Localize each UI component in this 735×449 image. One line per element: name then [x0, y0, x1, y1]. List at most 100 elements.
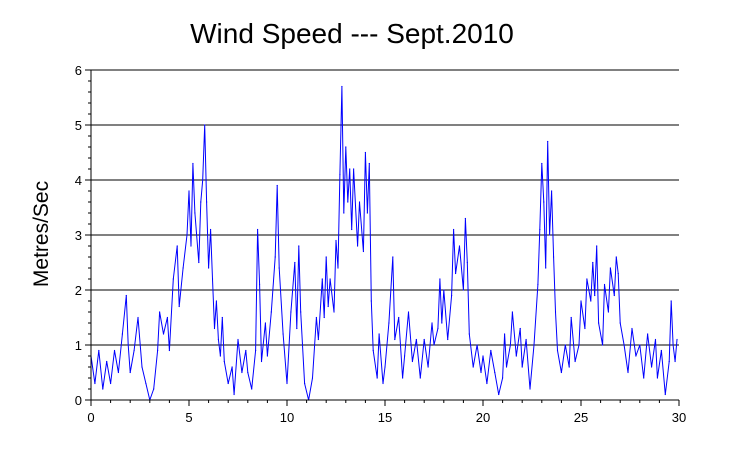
data-point — [560, 371, 563, 374]
data-point — [498, 393, 500, 396]
data-point — [623, 344, 625, 346]
tick-labels: 0 1 2 3 4 5 6 0 5 10 15 20 25 30 — [75, 63, 686, 425]
data-point — [213, 327, 216, 330]
data-point — [335, 239, 337, 242]
data-point — [382, 382, 384, 385]
data-point — [384, 366, 386, 368]
data-point — [298, 245, 300, 247]
data-point — [204, 124, 206, 126]
data-point — [366, 212, 368, 214]
data-point — [482, 355, 484, 357]
data-point — [578, 344, 580, 346]
data-point — [551, 190, 553, 192]
data-point — [466, 261, 468, 264]
data-point — [580, 300, 582, 302]
data-point — [545, 267, 547, 269]
data-point — [241, 371, 243, 374]
data-point — [264, 322, 267, 324]
data-point — [647, 333, 649, 335]
data-point — [294, 261, 296, 264]
data-point — [511, 311, 513, 313]
x-tick-label-10: 10 — [280, 410, 294, 425]
data-point — [486, 382, 488, 385]
data-point — [168, 349, 170, 352]
data-point — [257, 228, 259, 231]
data-point — [411, 360, 414, 363]
data-point — [372, 349, 374, 352]
data-point — [358, 201, 361, 203]
data-point — [343, 212, 345, 214]
data-point — [568, 366, 570, 368]
x-tick-label-30: 30 — [672, 410, 686, 425]
data-point — [503, 333, 506, 335]
data-point — [607, 311, 610, 313]
data-point — [592, 261, 594, 264]
data-point — [617, 272, 619, 275]
data-point — [260, 360, 263, 363]
data-point — [468, 333, 470, 335]
data-point — [615, 256, 617, 258]
data-point — [635, 355, 637, 357]
data-point — [137, 316, 139, 319]
axes — [90, 70, 679, 401]
data-point — [327, 305, 329, 308]
data-point — [247, 371, 249, 374]
data-point — [351, 228, 353, 231]
data-point — [325, 256, 327, 258]
data-point — [554, 311, 557, 313]
y-tick-label-6: 6 — [75, 63, 82, 78]
data-point — [296, 327, 298, 330]
data-point — [570, 316, 572, 319]
data-point — [219, 355, 221, 357]
data-point — [480, 371, 482, 374]
data-point — [529, 388, 531, 390]
y-tick-label-2: 2 — [75, 283, 82, 298]
data-point — [337, 267, 339, 269]
data-point — [509, 344, 512, 346]
data-point — [476, 344, 478, 346]
data-point — [451, 294, 453, 297]
data-point — [402, 377, 404, 379]
data-point — [323, 316, 325, 319]
data-point — [237, 338, 239, 341]
data-point — [586, 278, 588, 280]
data-point — [388, 322, 390, 324]
y-tick-label-5: 5 — [75, 118, 82, 133]
data-point — [278, 267, 280, 269]
data-point — [125, 294, 127, 297]
data-point — [515, 355, 517, 357]
x-tick-label-0: 0 — [87, 410, 94, 425]
data-point — [547, 140, 549, 143]
data-point — [270, 311, 272, 313]
y-axis-label: Metres/Sec — [30, 181, 53, 287]
data-point — [664, 393, 666, 396]
data-point — [276, 184, 278, 187]
data-point — [376, 377, 378, 379]
data-point — [656, 377, 659, 379]
data-point — [603, 283, 606, 286]
data-point — [639, 344, 641, 346]
data-point — [643, 377, 645, 379]
data-point — [211, 278, 214, 280]
data-point — [552, 256, 555, 258]
data-point — [594, 294, 596, 297]
data-point — [627, 371, 629, 374]
data-point — [533, 344, 535, 346]
data-point — [98, 349, 100, 352]
data-point — [141, 366, 143, 368]
data-point — [317, 338, 319, 341]
data-point — [223, 360, 225, 363]
data-point — [198, 261, 200, 264]
data-point — [364, 151, 366, 154]
wind-speed-series-line — [90, 86, 678, 401]
x-tick-label-5: 5 — [185, 410, 192, 425]
data-point — [121, 333, 123, 335]
data-point — [378, 333, 380, 335]
data-point — [453, 228, 455, 231]
data-point — [290, 311, 292, 313]
data-point — [521, 366, 523, 368]
data-point — [394, 338, 396, 341]
data-point — [208, 267, 210, 269]
data-point — [176, 245, 178, 247]
data-point — [221, 316, 223, 319]
